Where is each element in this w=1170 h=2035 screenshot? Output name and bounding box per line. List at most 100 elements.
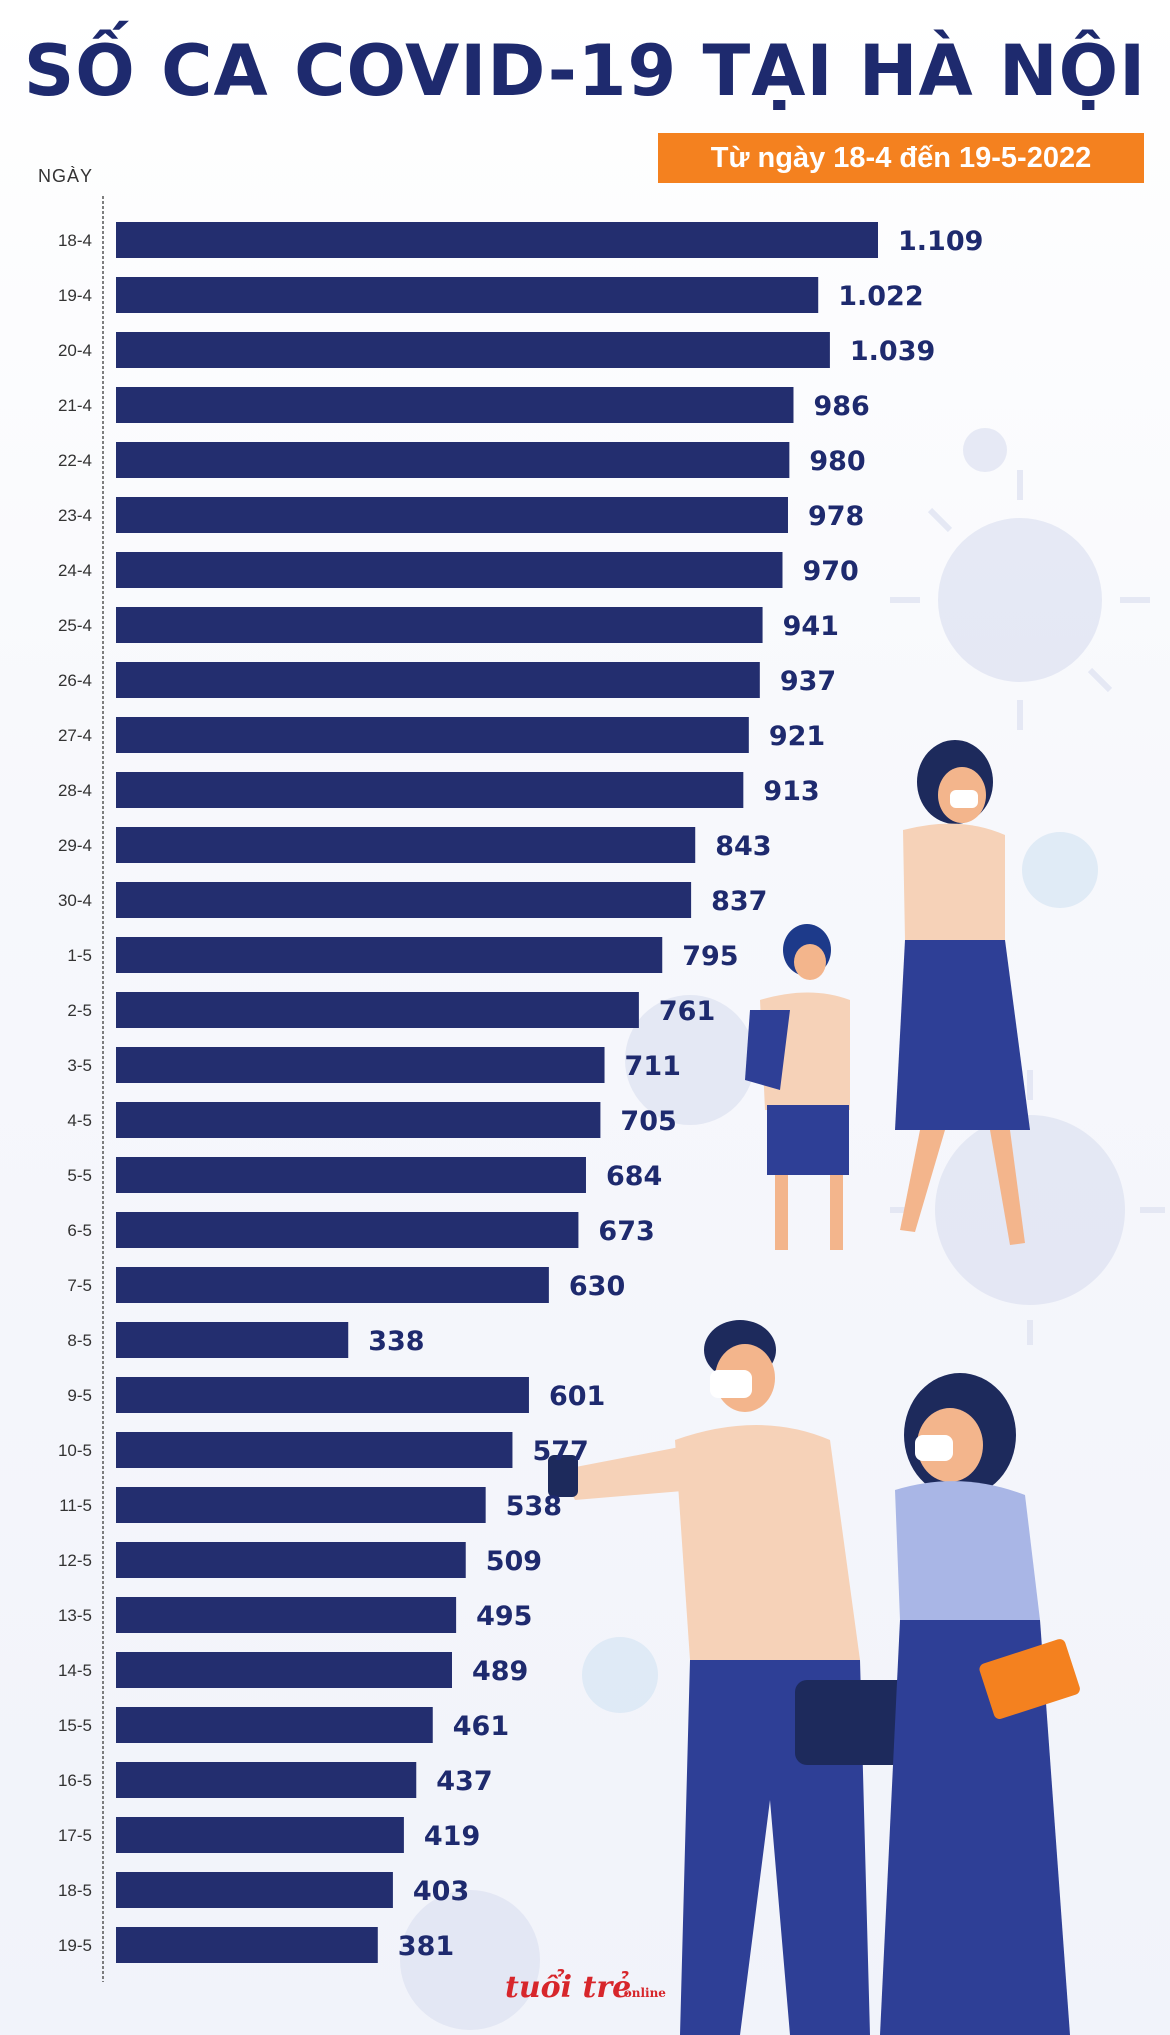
- data-label-8-5: 338: [368, 1326, 424, 1357]
- bar-22-4: [116, 442, 790, 478]
- data-label-5-5: 684: [606, 1161, 662, 1192]
- data-label-22-4: 980: [809, 446, 865, 477]
- data-label-7-5: 630: [569, 1271, 625, 1302]
- virus-icon: [400, 1890, 540, 2030]
- data-label-18-5: 403: [413, 1876, 469, 1907]
- bar-1-5: [116, 937, 663, 973]
- category-tick-label: 23-4: [58, 506, 92, 525]
- bar-18-4: [116, 222, 878, 258]
- data-label-3-5: 711: [625, 1051, 681, 1082]
- data-label-15-5: 461: [453, 1711, 509, 1742]
- data-label-16-5: 437: [436, 1766, 492, 1797]
- data-label-27-4: 921: [769, 721, 825, 752]
- category-tick-label: 19-4: [58, 286, 92, 305]
- data-label-19-4: 1.022: [838, 281, 923, 312]
- category-tick-label: 22-4: [58, 451, 92, 470]
- data-label-29-4: 843: [715, 831, 771, 862]
- data-label-23-4: 978: [808, 501, 864, 532]
- bar-23-4: [116, 497, 788, 533]
- bar-19-5: [116, 1927, 378, 1963]
- category-tick-label: 30-4: [58, 891, 92, 910]
- category-tick-label: 20-4: [58, 341, 92, 360]
- tuoi-tre-logo: tuổi trẻ online: [505, 1970, 666, 2005]
- data-label-28-4: 913: [763, 776, 819, 807]
- data-label-11-5: 538: [506, 1491, 562, 1522]
- category-tick-label: 1-5: [67, 946, 92, 965]
- category-tick-label: 24-4: [58, 561, 92, 580]
- data-label-30-4: 837: [711, 886, 767, 917]
- data-label-4-5: 705: [620, 1106, 676, 1137]
- category-tick-label: 7-5: [67, 1276, 92, 1295]
- virus-icon: [582, 1637, 658, 1713]
- bar-24-4: [116, 552, 783, 588]
- bar-5-5: [116, 1157, 586, 1193]
- category-tick-label: 8-5: [67, 1331, 92, 1350]
- bar-17-5: [116, 1817, 404, 1853]
- data-label-24-4: 970: [802, 556, 858, 587]
- category-tick-label: 18-4: [58, 231, 92, 250]
- bar-14-5: [116, 1652, 452, 1688]
- bar-12-5: [116, 1542, 466, 1578]
- bar-6-5: [116, 1212, 579, 1248]
- bar-25-4: [116, 607, 763, 643]
- category-tick-label: 12-5: [58, 1551, 92, 1570]
- category-tick-label: 18-5: [58, 1881, 92, 1900]
- bar-4-5: [116, 1102, 601, 1138]
- data-label-19-5: 381: [398, 1931, 454, 1962]
- bar-26-4: [116, 662, 760, 698]
- data-label-12-5: 509: [486, 1546, 542, 1577]
- bar-30-4: [116, 882, 692, 918]
- bar-20-4: [116, 332, 830, 368]
- bar-16-5: [116, 1762, 417, 1798]
- data-label-18-4: 1.109: [898, 226, 983, 257]
- bar-28-4: [116, 772, 744, 808]
- virus-icon: [963, 428, 1007, 472]
- family-illustration: [745, 740, 1030, 1250]
- data-label-25-4: 941: [783, 611, 839, 642]
- data-label-2-5: 761: [659, 996, 715, 1027]
- category-tick-label: 11-5: [59, 1496, 92, 1515]
- category-tick-label: 2-5: [67, 1001, 92, 1020]
- data-label-14-5: 489: [472, 1656, 528, 1687]
- category-tick-label: 16-5: [58, 1771, 92, 1790]
- bar-10-5: [116, 1432, 513, 1468]
- bar-15-5: [116, 1707, 433, 1743]
- data-label-9-5: 601: [549, 1381, 605, 1412]
- category-tick-label: 13-5: [58, 1606, 92, 1625]
- category-tick-label: 28-4: [58, 781, 92, 800]
- y-axis-label: NGÀY: [38, 166, 94, 186]
- data-label-21-4: 986: [813, 391, 869, 422]
- bar-3-5: [116, 1047, 605, 1083]
- data-label-1-5: 795: [682, 941, 738, 972]
- category-tick-label: 9-5: [67, 1386, 92, 1405]
- category-tick-label: 10-5: [58, 1441, 92, 1460]
- category-tick-label: 14-5: [58, 1661, 92, 1680]
- category-tick-label: 17-5: [58, 1826, 92, 1845]
- bar-19-4: [116, 277, 819, 313]
- category-tick-label: 3-5: [67, 1056, 92, 1075]
- data-label-10-5: 577: [532, 1436, 588, 1467]
- category-tick-label: 5-5: [67, 1166, 92, 1185]
- category-tick-label: 29-4: [58, 836, 92, 855]
- virus-icon: [625, 995, 755, 1125]
- category-tick-label: 6-5: [67, 1221, 92, 1240]
- bar-2-5: [116, 992, 639, 1028]
- logo-subtext: online: [623, 1986, 666, 2000]
- category-tick-label: 4-5: [67, 1111, 92, 1130]
- category-tick-label: 21-4: [58, 396, 92, 415]
- bar-8-5: [116, 1322, 349, 1358]
- bar-9-5: [116, 1377, 529, 1413]
- bar-21-4: [116, 387, 794, 423]
- category-tick-label: 19-5: [58, 1936, 92, 1955]
- bar-27-4: [116, 717, 749, 753]
- virus-icon: [938, 518, 1102, 682]
- bar-11-5: [116, 1487, 486, 1523]
- bar-18-5: [116, 1872, 393, 1908]
- data-label-17-5: 419: [424, 1821, 480, 1852]
- logo-text: tuổi trẻ: [505, 1970, 632, 2005]
- virus-icon: [935, 1115, 1125, 1305]
- data-label-13-5: 495: [476, 1601, 532, 1632]
- data-label-6-5: 673: [598, 1216, 654, 1247]
